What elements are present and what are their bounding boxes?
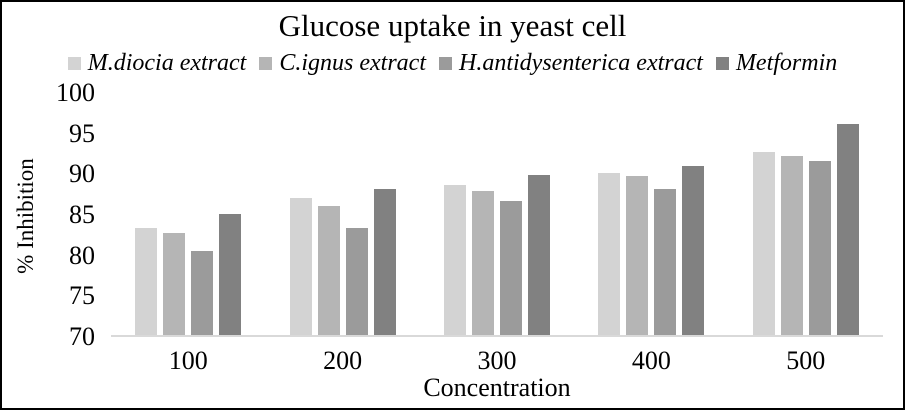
x-axis-ticks: 100 200 300 400 500 (111, 337, 883, 374)
x-tick-label: 300 (477, 346, 517, 375)
y-tick-label: 100 (56, 78, 95, 107)
bar (373, 188, 396, 335)
plot-column: 100 200 300 400 500 Concentration (95, 93, 903, 402)
bar (836, 124, 859, 335)
bar (289, 198, 312, 335)
legend-item: C.ignus extract (259, 50, 426, 76)
y-tick-label: 95 (69, 118, 95, 148)
legend-label: Metformin (735, 50, 838, 76)
legend-swatch-icon (439, 56, 452, 70)
y-axis-ticks: 70 75 80 85 90 95 100 (50, 80, 95, 350)
bar (527, 174, 550, 335)
legend-label: M.diocia extract (87, 50, 247, 76)
y-axis-title-column: % Inhibition (2, 93, 50, 339)
legend-item: Metformin (715, 50, 838, 76)
bar-group (598, 165, 705, 335)
x-tick-label: 400 (631, 346, 671, 375)
bar (499, 200, 522, 335)
bar (471, 191, 494, 335)
bar (443, 184, 466, 335)
x-tick-label: 500 (786, 346, 826, 375)
bar (780, 156, 803, 335)
x-tick-label: 200 (323, 346, 363, 375)
bar (626, 176, 649, 335)
bar (598, 173, 621, 335)
x-tick-label: 100 (168, 346, 208, 375)
bar (752, 152, 775, 335)
legend-label: H.antidysenterica extract (459, 50, 703, 76)
bar-group (289, 188, 396, 335)
legend-item: M.diocia extract (67, 50, 247, 76)
bar (654, 188, 677, 335)
bar-group (752, 124, 859, 335)
y-tick-label: 85 (69, 200, 95, 229)
y-axis-title: % Inhibition (13, 158, 39, 274)
y-tick-label: 80 (69, 240, 95, 270)
legend-item: H.antidysenterica extract (439, 50, 703, 76)
bar (682, 165, 705, 335)
legend-label: C.ignus extract (279, 50, 426, 76)
bar-group (135, 213, 242, 335)
legend-swatch-icon (715, 56, 729, 70)
plot-area (111, 93, 883, 337)
bar (135, 227, 158, 335)
x-axis-title: Concentration (423, 373, 571, 402)
bar (317, 205, 340, 335)
y-tick-label: 90 (69, 159, 95, 189)
chart-body: % Inhibition 70 75 80 85 90 95 100 100 200 300 40… (2, 80, 903, 402)
bar (345, 227, 368, 335)
bar (808, 160, 831, 335)
y-tick-label: 75 (69, 281, 95, 311)
legend-swatch-icon (259, 56, 273, 70)
bar (163, 232, 186, 335)
y-tick-label: 70 (69, 322, 95, 351)
bar (219, 213, 242, 335)
legend: M.diocia extract C.ignus extract H.antidys… (2, 49, 903, 77)
bar (191, 251, 214, 335)
legend-swatch-icon (67, 56, 81, 70)
bar-group (443, 174, 550, 335)
chart-title: Glucose uptake in yeast cell (278, 8, 627, 43)
